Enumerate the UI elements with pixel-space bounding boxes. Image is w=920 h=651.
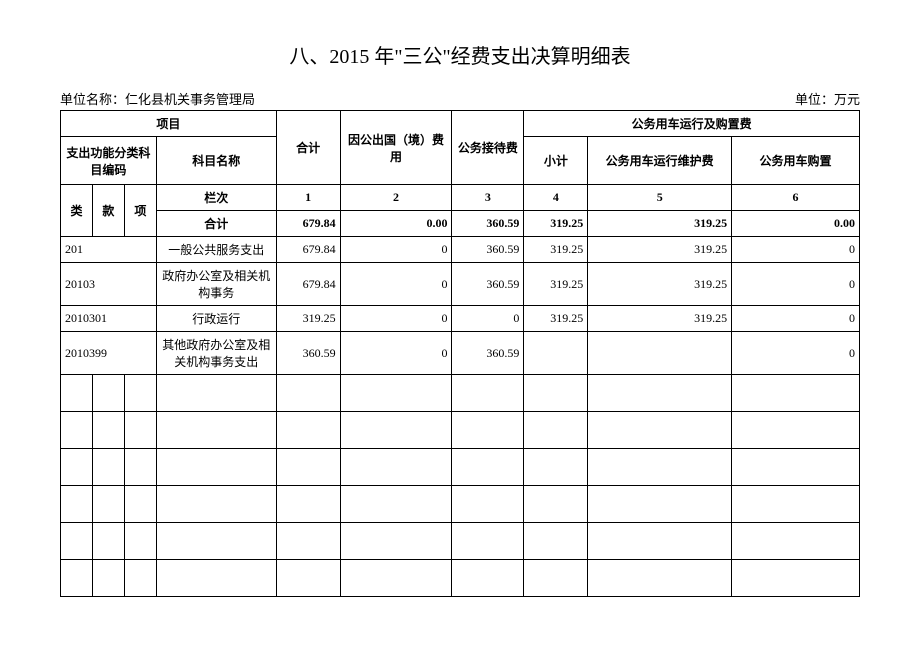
table-row: 20103政府办公室及相关机构事务679.840360.59319.25319.…	[61, 263, 860, 306]
cell-maintain: 319.25	[588, 237, 732, 263]
cell-purchase: 0	[732, 332, 860, 375]
org-block: 单位名称：仁化县机关事务管理局	[60, 89, 255, 108]
cell-abroad: 0	[340, 306, 452, 332]
cell-abroad: 0	[340, 237, 452, 263]
budget-table: 项目 合计 因公出国（境）费用 公务接待费 公务用车运行及购置费 支出功能分类科…	[60, 110, 860, 597]
cell-name: 行政运行	[156, 306, 276, 332]
hdr-code: 支出功能分类科目编码	[61, 137, 157, 185]
coln-1: 1	[276, 185, 340, 211]
table-row	[61, 449, 860, 486]
cell-total: 679.84	[276, 237, 340, 263]
hdr-subject-name: 科目名称	[156, 137, 276, 185]
hdr-maintain: 公务用车运行维护费	[588, 137, 732, 185]
org-name: 仁化县机关事务管理局	[125, 92, 255, 107]
cell-code: 2010399	[61, 332, 157, 375]
cell-purchase: 0	[732, 237, 860, 263]
hdr-project: 项目	[61, 111, 277, 137]
org-label: 单位名称：	[60, 92, 125, 107]
hdr-total: 合计	[276, 111, 340, 185]
cell-name: 一般公共服务支出	[156, 237, 276, 263]
sum-abroad: 0.00	[340, 211, 452, 237]
hdr-purchase: 公务用车购置	[732, 137, 860, 185]
hdr-class: 类	[61, 185, 93, 237]
sum-maintain: 319.25	[588, 211, 732, 237]
cell-total: 360.59	[276, 332, 340, 375]
table-row	[61, 560, 860, 597]
sum-total: 679.84	[276, 211, 340, 237]
meta-row: 单位名称：仁化县机关事务管理局 单位：万元	[60, 89, 860, 108]
cell-total: 679.84	[276, 263, 340, 306]
cell-maintain: 319.25	[588, 263, 732, 306]
coln-4: 4	[524, 185, 588, 211]
table-row	[61, 486, 860, 523]
table-row: 2010399其他政府办公室及相关机构事务支出360.590360.590	[61, 332, 860, 375]
hdr-item: 项	[124, 185, 156, 237]
table-row: 2010301行政运行319.2500319.25319.250	[61, 306, 860, 332]
cell-maintain	[588, 332, 732, 375]
cell-total: 319.25	[276, 306, 340, 332]
table-row	[61, 412, 860, 449]
hdr-sum-row: 合计	[156, 211, 276, 237]
cell-purchase: 0	[732, 263, 860, 306]
coln-5: 5	[588, 185, 732, 211]
cell-subtotal: 319.25	[524, 237, 588, 263]
cell-subtotal: 319.25	[524, 306, 588, 332]
table-body: 201一般公共服务支出679.840360.59319.25319.250201…	[61, 237, 860, 597]
cell-reception: 360.59	[452, 237, 524, 263]
cell-subtotal	[524, 332, 588, 375]
coln-6: 6	[732, 185, 860, 211]
hdr-subtotal: 小计	[524, 137, 588, 185]
cell-code: 20103	[61, 263, 157, 306]
cell-subtotal: 319.25	[524, 263, 588, 306]
hdr-reception: 公务接待费	[452, 111, 524, 185]
table-row: 201一般公共服务支出679.840360.59319.25319.250	[61, 237, 860, 263]
cell-abroad: 0	[340, 332, 452, 375]
hdr-section: 款	[92, 185, 124, 237]
cell-maintain: 319.25	[588, 306, 732, 332]
hdr-col-order: 栏次	[156, 185, 276, 211]
cell-code: 201	[61, 237, 157, 263]
page-title: 八、2015 年"三公"经费支出决算明细表	[60, 40, 860, 69]
coln-2: 2	[340, 185, 452, 211]
cell-reception: 0	[452, 306, 524, 332]
cell-abroad: 0	[340, 263, 452, 306]
cell-purchase: 0	[732, 306, 860, 332]
hdr-abroad: 因公出国（境）费用	[340, 111, 452, 185]
hdr-vehicle-group: 公务用车运行及购置费	[524, 111, 860, 137]
table-row	[61, 375, 860, 412]
cell-reception: 360.59	[452, 263, 524, 306]
cell-name: 其他政府办公室及相关机构事务支出	[156, 332, 276, 375]
unit-label: 单位：万元	[795, 89, 860, 108]
table-row	[61, 523, 860, 560]
cell-code: 2010301	[61, 306, 157, 332]
sum-reception: 360.59	[452, 211, 524, 237]
sum-purchase: 0.00	[732, 211, 860, 237]
cell-name: 政府办公室及相关机构事务	[156, 263, 276, 306]
cell-reception: 360.59	[452, 332, 524, 375]
coln-3: 3	[452, 185, 524, 211]
sum-subtotal: 319.25	[524, 211, 588, 237]
